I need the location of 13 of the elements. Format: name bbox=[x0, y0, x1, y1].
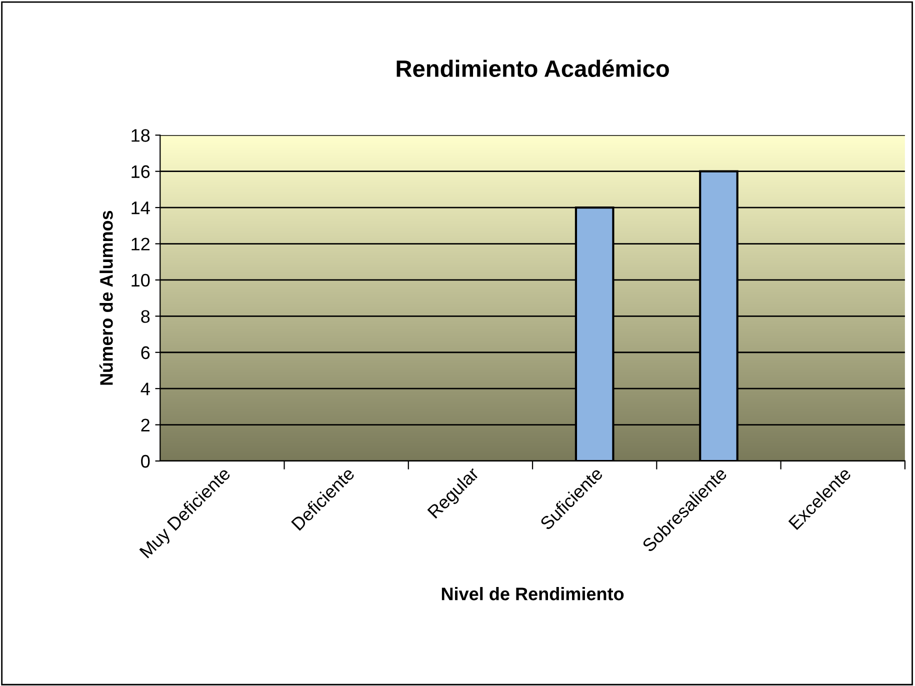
x-axis-title: Nivel de Rendimiento bbox=[442, 587, 624, 600]
y-tick-label: 0 bbox=[141, 454, 150, 468]
y-tick-label: 10 bbox=[132, 274, 150, 287]
y-tick-label: 4 bbox=[140, 382, 150, 396]
y-tick-label: 8 bbox=[141, 310, 150, 323]
y-tick-label: 14 bbox=[132, 202, 150, 214]
y-tick-label: 18 bbox=[132, 129, 150, 142]
y-axis-title: Número de Alumnos bbox=[99, 210, 113, 385]
y-tick-label: 16 bbox=[132, 165, 150, 178]
y-tick-label: 12 bbox=[132, 238, 150, 250]
chart-title: Rendimiento Académico bbox=[396, 59, 669, 78]
y-tick-label: 6 bbox=[141, 346, 150, 360]
y-tick-label: 2 bbox=[141, 418, 150, 432]
